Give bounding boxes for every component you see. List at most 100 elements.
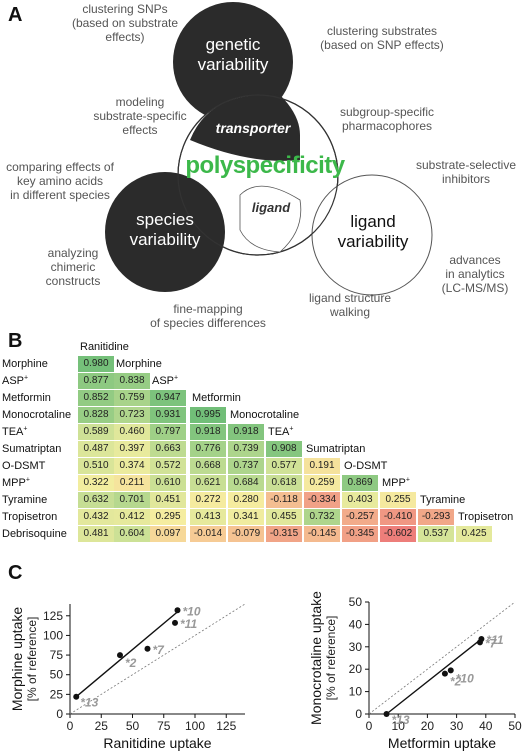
- point-label: *2: [450, 675, 462, 689]
- venn-circle-ligand: [311, 174, 433, 296]
- matrix-cell: 0.931: [150, 407, 186, 423]
- y-tick-label: 100: [43, 628, 63, 642]
- matrix-cell: 0.451: [150, 492, 186, 508]
- venn-label-genetic: genetic variability: [197, 35, 269, 74]
- y-tick-label: 20: [349, 662, 363, 676]
- x-tick-label: 30: [450, 719, 464, 733]
- matrix-cell: 0.255: [380, 492, 416, 508]
- venn-circle-species: [105, 172, 225, 292]
- venn-overlap-top: [190, 94, 300, 161]
- annotation-comparing-effects: comparing effects of key amino acids in di…: [6, 160, 114, 202]
- matrix-row-label: ASP+: [2, 374, 29, 387]
- matrix-cell: 0.572: [150, 458, 186, 474]
- matrix-cell: 0.455: [266, 509, 302, 525]
- matrix-col-header: Metformin: [192, 392, 241, 404]
- y-axis-label: Monocrotaline uptake: [308, 591, 324, 725]
- venn-label-species: species variability: [129, 210, 201, 249]
- matrix-cell: 0.995: [190, 407, 226, 423]
- matrix-cell: 0.621: [190, 475, 226, 491]
- matrix-cell: -0.315: [266, 526, 302, 542]
- matrix-cell: -0.257: [342, 509, 378, 525]
- x-tick-label: 75: [157, 719, 171, 733]
- y-axis-sublabel: [% of reference]: [324, 616, 338, 701]
- matrix-col-header: TEA+: [268, 425, 294, 438]
- annotation-analytics: advances in analytics (LC-MS/MS): [441, 253, 509, 295]
- panel-a-letter: A: [8, 4, 23, 26]
- data-point: [478, 635, 485, 642]
- matrix-cell: 0.272: [190, 492, 226, 508]
- matrix-col-header: Tropisetron: [458, 511, 514, 523]
- matrix-cell: 0.663: [150, 441, 186, 457]
- annotation-substrate-selective: substrate-selective inhibitors: [415, 158, 517, 186]
- x-tick-label: 10: [392, 719, 406, 733]
- matrix-cell: 0.374: [114, 458, 150, 474]
- matrix-cell: 0.412: [114, 509, 150, 525]
- venn-center-transporter: transporter: [215, 120, 291, 136]
- matrix-cell: 0.425: [456, 526, 492, 542]
- panel-b-letter: B: [8, 330, 23, 352]
- x-tick-label: 20: [421, 719, 435, 733]
- matrix-cell: 0.322: [78, 475, 114, 491]
- matrix-cell: 0.797: [150, 424, 186, 440]
- y-tick-label: 75: [50, 648, 64, 662]
- data-point: [117, 652, 123, 659]
- matrix-row-label: O-DSMT: [2, 460, 46, 472]
- matrix-cell: 0.487: [78, 441, 114, 457]
- matrix-row-label: Morphine: [2, 358, 48, 370]
- x-axis-label: Ranitidine uptake: [103, 735, 211, 751]
- matrix-cell: 0.211: [114, 475, 150, 491]
- matrix-cell: 0.838: [114, 373, 150, 389]
- y-tick-label: 50: [349, 595, 363, 609]
- panel-c-letter: C: [8, 562, 23, 584]
- matrix-row-label: Metformin: [2, 392, 51, 404]
- venn-center-title: polyspecificity: [185, 152, 345, 179]
- x-axis-label: Metformin uptake: [388, 735, 496, 751]
- matrix-cell: 0.589: [78, 424, 114, 440]
- y-tick-label: 30: [349, 640, 363, 654]
- matrix-cell: 0.877: [78, 373, 114, 389]
- matrix-cell: -0.079: [228, 526, 264, 542]
- matrix-col-header: ASP+: [152, 374, 179, 387]
- y-axis-sublabel: [% of reference]: [25, 617, 39, 702]
- matrix-cell: 0.295: [150, 509, 186, 525]
- matrix-row-label: TEA+: [2, 425, 28, 438]
- matrix-cell: -0.602: [380, 526, 416, 542]
- matrix-row-label: Monocrotaline: [2, 409, 72, 421]
- matrix-cell: 0.577: [266, 458, 302, 474]
- matrix-col-header: Ranitidine: [80, 341, 129, 353]
- matrix-cell: 0.403: [342, 492, 378, 508]
- matrix-cell: 0.737: [228, 458, 264, 474]
- x-tick-label: 0: [366, 719, 373, 733]
- annotation-pharmacophores: subgroup-specific pharmacophores: [339, 105, 435, 133]
- matrix-cell: 0.759: [114, 390, 150, 406]
- matrix-cell: 0.852: [78, 390, 114, 406]
- matrix-cell: 0.732: [304, 509, 340, 525]
- identity-line: [69, 603, 246, 715]
- y-tick-label: 125: [43, 609, 63, 623]
- y-tick-label: 40: [349, 617, 363, 631]
- annotation-structure-walking: ligand structure walking: [308, 291, 392, 319]
- venn-center-ligand: ligand: [251, 200, 291, 215]
- matrix-row-label: Sumatriptan: [2, 443, 62, 455]
- matrix-col-header: MPP+: [382, 476, 410, 489]
- y-tick-label: 10: [349, 685, 363, 699]
- matrix-col-header: Sumatriptan: [306, 443, 366, 455]
- point-label: *7: [485, 636, 498, 650]
- matrix-cell: 0.432: [78, 509, 114, 525]
- matrix-cell: -0.334: [304, 492, 340, 508]
- matrix-cell: 0.869: [342, 475, 378, 491]
- point-label: *10: [456, 671, 474, 685]
- matrix-cell: 0.397: [114, 441, 150, 457]
- matrix-cell: 0.918: [228, 424, 264, 440]
- x-tick-label: 100: [185, 719, 205, 733]
- matrix-cell: 0.481: [78, 526, 114, 542]
- y-tick-label: 0: [355, 707, 362, 721]
- annotation-clustering-snps: clustering SNPs (based on substrate effect…: [71, 2, 179, 44]
- annotation-clustering-substrates: clustering substrates (based on SNP effec…: [320, 24, 444, 52]
- x-tick-label: 25: [95, 719, 109, 733]
- x-tick-label: 0: [67, 719, 74, 733]
- x-tick-label: 40: [479, 719, 493, 733]
- matrix-cell: -0.293: [418, 509, 454, 525]
